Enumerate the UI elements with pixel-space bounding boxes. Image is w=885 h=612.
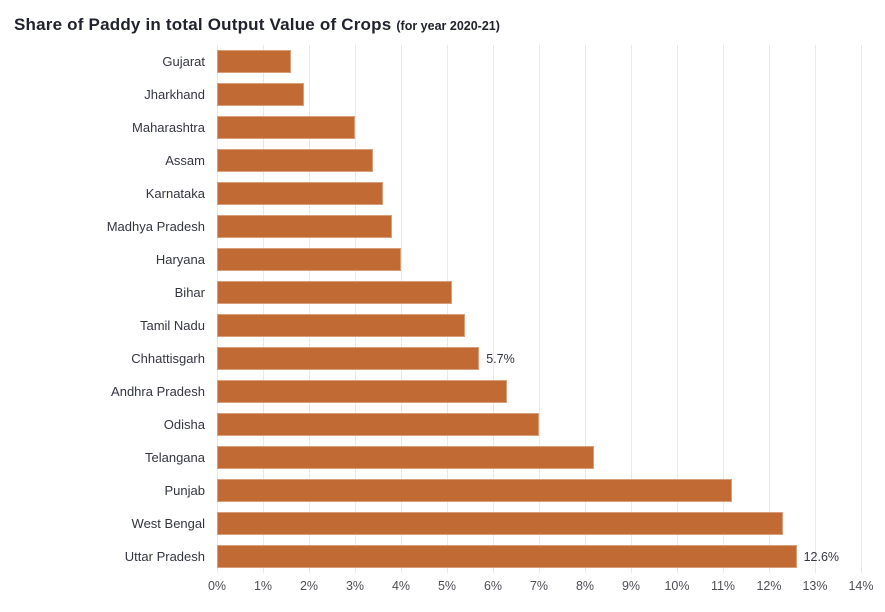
bar-uttar-pradesh[interactable]: [217, 545, 797, 568]
category-label: Tamil Nadu: [139, 318, 205, 333]
bar-odisha[interactable]: [217, 413, 539, 436]
bar-karnataka[interactable]: [217, 182, 383, 205]
plot-cell: [217, 248, 861, 271]
plot-cell: [217, 413, 861, 436]
bar-chhattisgarh[interactable]: [217, 347, 480, 370]
bar-bihar[interactable]: [217, 281, 452, 304]
bar-row: Haryana: [0, 243, 885, 276]
plot-cell: [217, 479, 861, 502]
bar-chart: Gujarat Jharkhand Maharashtra Assam Karnatak…: [0, 45, 885, 599]
bar-row: West Bengal: [0, 507, 885, 540]
bar-row: Punjab: [0, 474, 885, 507]
category-label: Bihar: [174, 285, 205, 300]
bar-west-bengal[interactable]: [217, 512, 783, 535]
bar-haryana[interactable]: [217, 248, 401, 271]
bar-madhya-pradesh[interactable]: [217, 215, 392, 238]
x-tick-label: 0%: [207, 579, 227, 593]
bar-row: Chhattisgarh 5.7%: [0, 342, 885, 375]
bar-row: Odisha: [0, 408, 885, 441]
x-tick-label: 4%: [391, 579, 411, 593]
plot-cell: [217, 512, 861, 535]
x-tick-label: 14%: [848, 579, 874, 593]
plot-cell: 5.7%: [217, 347, 861, 370]
bar-row: Gujarat: [0, 45, 885, 78]
value-label: 12.6%: [803, 549, 840, 564]
plot-cell: [217, 380, 861, 403]
category-label: Andhra Pradesh: [111, 384, 205, 399]
category-label: Gujarat: [162, 54, 205, 69]
category-label: Madhya Pradesh: [106, 219, 205, 234]
plot-cell: [217, 149, 861, 172]
x-tick-label: 5%: [437, 579, 457, 593]
chart-title-text: Share of Paddy in total Output Value of …: [14, 15, 392, 34]
bar-rows: Gujarat Jharkhand Maharashtra Assam Karnatak…: [0, 45, 885, 573]
x-tick-label: 9%: [621, 579, 641, 593]
x-tick-label: 1%: [253, 579, 273, 593]
x-tick-label: 10%: [664, 579, 690, 593]
x-tick-label: 3%: [345, 579, 365, 593]
category-label: Haryana: [155, 252, 205, 267]
plot-cell: [217, 281, 861, 304]
plot-cell: [217, 50, 861, 73]
bar-row: Madhya Pradesh: [0, 210, 885, 243]
category-label: Uttar Pradesh: [124, 549, 205, 564]
bar-row: Assam: [0, 144, 885, 177]
bar-row: Maharashtra: [0, 111, 885, 144]
category-label: Jharkhand: [144, 87, 205, 102]
chart-title-suffix: (for year 2020-21): [396, 19, 500, 33]
plot-cell: [217, 83, 861, 106]
bar-andhra-pradesh[interactable]: [217, 380, 507, 403]
x-axis: 0% 1% 2% 3% 4% 5% 6% 7% 8% 9% 10% 11% 12% 13% 14%: [208, 579, 874, 599]
category-label: West Bengal: [131, 516, 205, 531]
value-label: 5.7%: [486, 351, 515, 366]
bar-gujarat[interactable]: [217, 50, 291, 73]
bar-maharashtra[interactable]: [217, 116, 355, 139]
plot-cell: [217, 215, 861, 238]
bar-row: Karnataka: [0, 177, 885, 210]
bar-row: Uttar Pradesh 12.6%: [0, 540, 885, 573]
bar-punjab[interactable]: [217, 479, 733, 502]
bar-row: Bihar: [0, 276, 885, 309]
plot-cell: [217, 446, 861, 469]
category-label: Punjab: [164, 483, 205, 498]
bar-tamil-nadu[interactable]: [217, 314, 466, 337]
category-label: Maharashtra: [132, 120, 205, 135]
x-tick-label: 12%: [756, 579, 782, 593]
bar-telangana[interactable]: [217, 446, 595, 469]
x-tick-label: 11%: [710, 579, 736, 593]
plot-cell: [217, 116, 861, 139]
chart-title: Share of Paddy in total Output Value of …: [0, 0, 885, 35]
x-tick-label: 13%: [802, 579, 828, 593]
x-tick-label: 2%: [299, 579, 319, 593]
x-tick-label: 6%: [483, 579, 503, 593]
category-label: Karnataka: [145, 186, 205, 201]
bar-assam[interactable]: [217, 149, 374, 172]
plot-cell: [217, 314, 861, 337]
bar-row: Telangana: [0, 441, 885, 474]
bar-jharkhand[interactable]: [217, 83, 305, 106]
category-label: Odisha: [163, 417, 205, 432]
bar-row: Tamil Nadu: [0, 309, 885, 342]
category-label: Chhattisgarh: [131, 351, 205, 366]
plot-cell: [217, 182, 861, 205]
bar-row: Andhra Pradesh: [0, 375, 885, 408]
category-label: Assam: [165, 153, 205, 168]
category-label: Telangana: [145, 450, 205, 465]
plot-cell: 12.6%: [217, 545, 861, 568]
x-tick-label: 8%: [575, 579, 595, 593]
bar-row: Jharkhand: [0, 78, 885, 111]
x-tick-label: 7%: [529, 579, 549, 593]
